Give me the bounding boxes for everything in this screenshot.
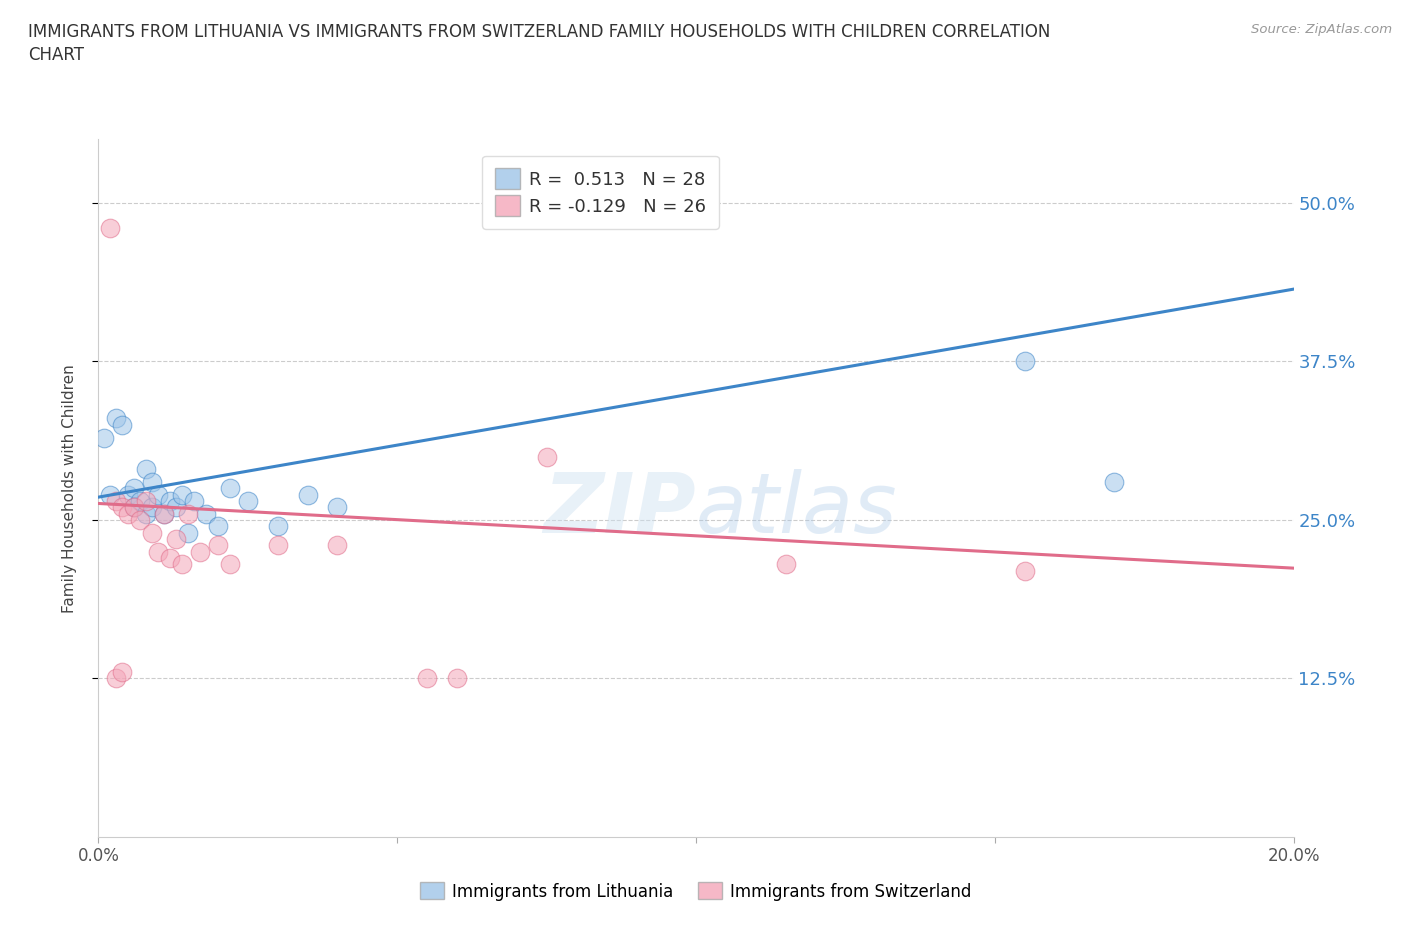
Point (100, 487, 122, 502)
Point (236, 494, 259, 509)
Point (129, 512, 152, 527)
Point (117, 487, 139, 502)
Point (172, 557, 194, 572)
Point (124, 499, 146, 514)
Text: Source: ZipAtlas.com: Source: ZipAtlas.com (1251, 23, 1392, 36)
Point (1104, 474, 1126, 489)
Point (153, 506, 176, 521)
Point (207, 538, 229, 552)
Point (326, 499, 349, 514)
Point (416, 671, 439, 686)
Point (93, 430, 115, 445)
Point (1014, 564, 1036, 578)
Point (105, 494, 128, 509)
Point (135, 462, 157, 477)
Point (111, 418, 134, 432)
Point (207, 519, 229, 534)
Point (172, 487, 194, 502)
Point (141, 525, 163, 540)
Point (177, 506, 200, 521)
Point (159, 551, 181, 565)
Point (135, 494, 157, 509)
Text: ZIP: ZIP (543, 469, 696, 550)
Point (165, 532, 187, 547)
Point (536, 449, 558, 464)
Point (100, 220, 122, 235)
Point (219, 481, 242, 496)
Point (153, 506, 176, 521)
Point (177, 525, 200, 540)
Point (1014, 354, 1036, 369)
Point (105, 671, 128, 686)
Point (129, 494, 152, 509)
Point (117, 506, 139, 521)
Point (267, 519, 290, 534)
Point (105, 411, 128, 426)
Point (267, 538, 290, 552)
Point (446, 671, 468, 686)
Point (124, 481, 146, 496)
Text: CHART: CHART (28, 46, 84, 64)
Point (148, 544, 170, 559)
Point (188, 544, 211, 559)
Point (219, 557, 242, 572)
Point (148, 487, 170, 502)
Point (111, 499, 134, 514)
Point (297, 487, 319, 502)
Point (141, 499, 163, 514)
Point (135, 506, 157, 521)
Point (111, 665, 134, 680)
Point (165, 499, 187, 514)
Point (141, 474, 163, 489)
Text: IMMIGRANTS FROM LITHUANIA VS IMMIGRANTS FROM SWITZERLAND FAMILY HOUSEHOLDS WITH : IMMIGRANTS FROM LITHUANIA VS IMMIGRANTS … (28, 23, 1050, 41)
Y-axis label: Family Households with Children: Family Households with Children (62, 364, 77, 613)
Point (124, 499, 146, 514)
Legend: Immigrants from Lithuania, Immigrants from Switzerland: Immigrants from Lithuania, Immigrants fr… (412, 874, 980, 909)
Point (326, 538, 349, 552)
Point (183, 494, 205, 509)
Text: atlas: atlas (696, 469, 897, 550)
Point (159, 494, 181, 509)
Point (195, 506, 218, 521)
Point (775, 557, 797, 572)
